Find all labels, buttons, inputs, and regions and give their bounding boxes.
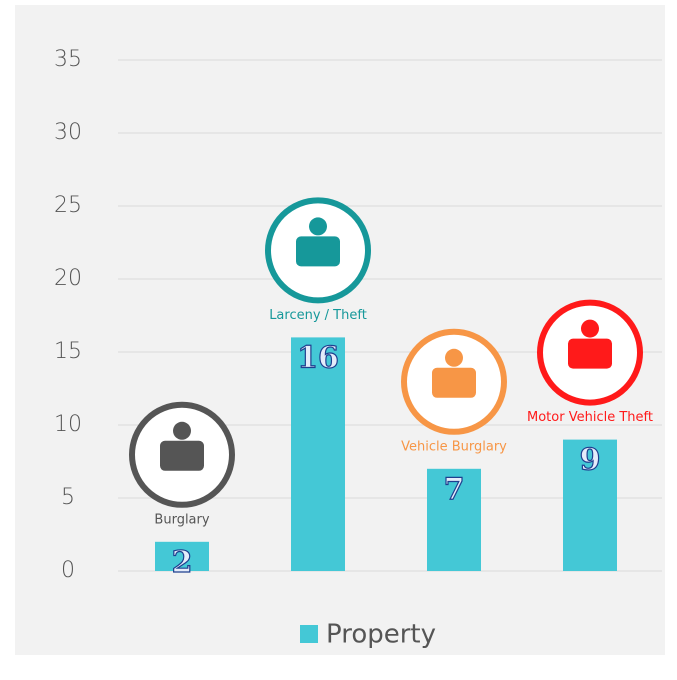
value-label: 9 <box>580 443 601 478</box>
bar <box>427 468 481 571</box>
icon-glyph <box>568 338 612 369</box>
y-tick-label: 20 <box>54 266 82 291</box>
y-tick-label: 0 <box>61 558 75 583</box>
category-label: Vehicle Burglary <box>401 439 507 454</box>
icon-glyph <box>445 348 463 367</box>
legend-swatch <box>300 625 318 643</box>
y-tick-label: 15 <box>54 339 82 364</box>
icon-glyph <box>296 236 340 267</box>
legend-label: Property <box>326 620 436 650</box>
bar <box>563 439 617 571</box>
icon-glyph <box>432 367 476 398</box>
y-tick-label: 25 <box>54 193 82 218</box>
value-label: 16 <box>297 340 339 375</box>
category-label: Motor Vehicle Theft <box>527 410 653 425</box>
value-label: 7 <box>444 472 465 507</box>
y-tick-label: 10 <box>54 412 82 437</box>
y-tick-label: 35 <box>54 47 82 72</box>
category-label: Larceny / Theft <box>269 308 367 323</box>
icon-glyph <box>173 421 191 440</box>
bar <box>291 337 345 571</box>
bar <box>155 541 209 571</box>
y-tick-label: 30 <box>54 120 82 145</box>
category-label: Burglary <box>154 512 209 527</box>
icon-glyph <box>160 440 204 471</box>
icon-glyph <box>309 217 327 236</box>
y-tick-label: 5 <box>61 485 75 510</box>
value-label: 2 <box>172 545 193 580</box>
icon-glyph <box>581 319 599 338</box>
